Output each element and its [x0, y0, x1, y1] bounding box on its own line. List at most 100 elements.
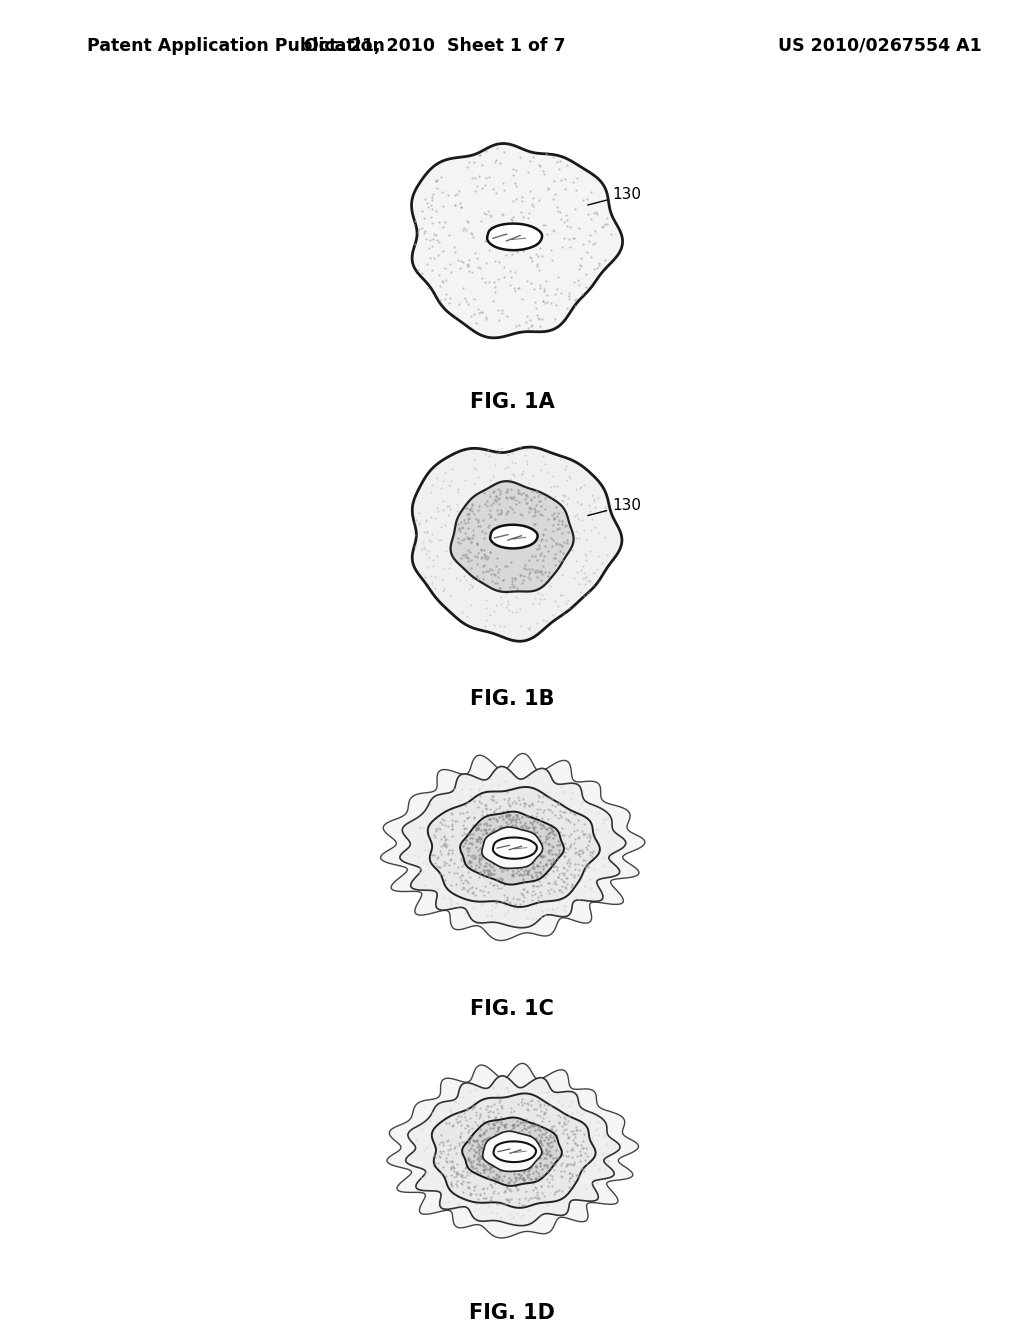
Point — [530, 1090, 547, 1111]
Point — [439, 1130, 456, 1151]
Point — [470, 829, 486, 850]
Point — [543, 817, 559, 838]
Point — [562, 236, 579, 257]
Point — [465, 845, 481, 866]
Point — [434, 1175, 451, 1196]
Point — [532, 1205, 549, 1226]
Point — [479, 1195, 496, 1216]
Point — [583, 209, 599, 230]
Point — [457, 903, 473, 924]
Point — [459, 1162, 475, 1183]
Point — [477, 545, 494, 566]
Point — [532, 529, 549, 550]
Point — [466, 859, 482, 880]
Point — [457, 512, 473, 533]
Point — [537, 519, 553, 540]
Point — [583, 570, 599, 591]
Point — [430, 264, 446, 285]
Point — [479, 1114, 496, 1135]
Point — [540, 1142, 556, 1163]
Point — [542, 850, 558, 871]
Point — [486, 510, 503, 531]
Point — [540, 1143, 556, 1164]
Point — [513, 1164, 529, 1185]
Point — [497, 891, 513, 912]
Point — [482, 1162, 499, 1183]
Point — [546, 1129, 562, 1150]
Point — [510, 1114, 526, 1135]
Point — [527, 1168, 544, 1189]
Point — [475, 809, 492, 830]
Point — [531, 238, 548, 259]
Point — [459, 838, 475, 859]
Point — [524, 147, 541, 168]
Point — [462, 573, 478, 594]
Point — [488, 874, 505, 895]
Point — [472, 1183, 488, 1204]
Point — [461, 833, 477, 854]
Point — [506, 280, 522, 301]
Point — [599, 1134, 615, 1155]
Point — [547, 183, 563, 205]
Point — [566, 858, 583, 879]
Point — [504, 1106, 520, 1127]
Point — [474, 804, 490, 825]
Point — [435, 834, 452, 855]
Point — [498, 812, 514, 833]
Point — [562, 1090, 579, 1111]
Point — [463, 851, 479, 873]
Point — [523, 193, 540, 214]
Point — [525, 498, 542, 519]
Point — [449, 494, 465, 515]
Point — [537, 1102, 553, 1123]
Point — [504, 1114, 520, 1135]
Point — [559, 853, 575, 874]
Point — [559, 809, 575, 830]
Point — [474, 840, 490, 861]
Point — [501, 1192, 517, 1213]
Point — [481, 768, 498, 789]
Point — [599, 544, 615, 565]
Point — [473, 1137, 489, 1158]
Point — [539, 144, 555, 165]
Point — [521, 502, 538, 523]
Point — [569, 168, 586, 189]
Point — [492, 483, 508, 504]
Point — [538, 1118, 554, 1139]
Point — [519, 1199, 536, 1220]
Point — [471, 1142, 487, 1163]
Point — [481, 484, 498, 506]
Point — [536, 1185, 552, 1206]
Point — [570, 799, 587, 820]
Point — [529, 566, 546, 587]
Point — [450, 478, 466, 499]
Point — [490, 1092, 507, 1113]
Point — [470, 1107, 486, 1129]
Point — [540, 1094, 556, 1115]
Point — [432, 1140, 449, 1162]
Point — [488, 781, 505, 803]
Point — [556, 895, 572, 916]
Point — [457, 523, 473, 544]
Point — [567, 1117, 584, 1138]
Point — [528, 539, 545, 560]
Point — [435, 1131, 452, 1152]
Point — [546, 1130, 562, 1151]
Point — [458, 544, 474, 565]
Point — [426, 824, 442, 845]
Point — [535, 524, 551, 545]
Point — [439, 1191, 456, 1212]
Point — [524, 1172, 541, 1193]
Point — [442, 888, 459, 909]
Point — [530, 582, 547, 603]
Point — [556, 169, 572, 190]
Point — [426, 1147, 442, 1168]
Point — [520, 498, 537, 519]
Point — [488, 595, 505, 616]
Point — [545, 605, 561, 626]
Point — [435, 1110, 452, 1131]
Point — [477, 203, 494, 224]
Point — [539, 1133, 555, 1154]
Point — [492, 816, 508, 837]
Point — [577, 1143, 593, 1164]
